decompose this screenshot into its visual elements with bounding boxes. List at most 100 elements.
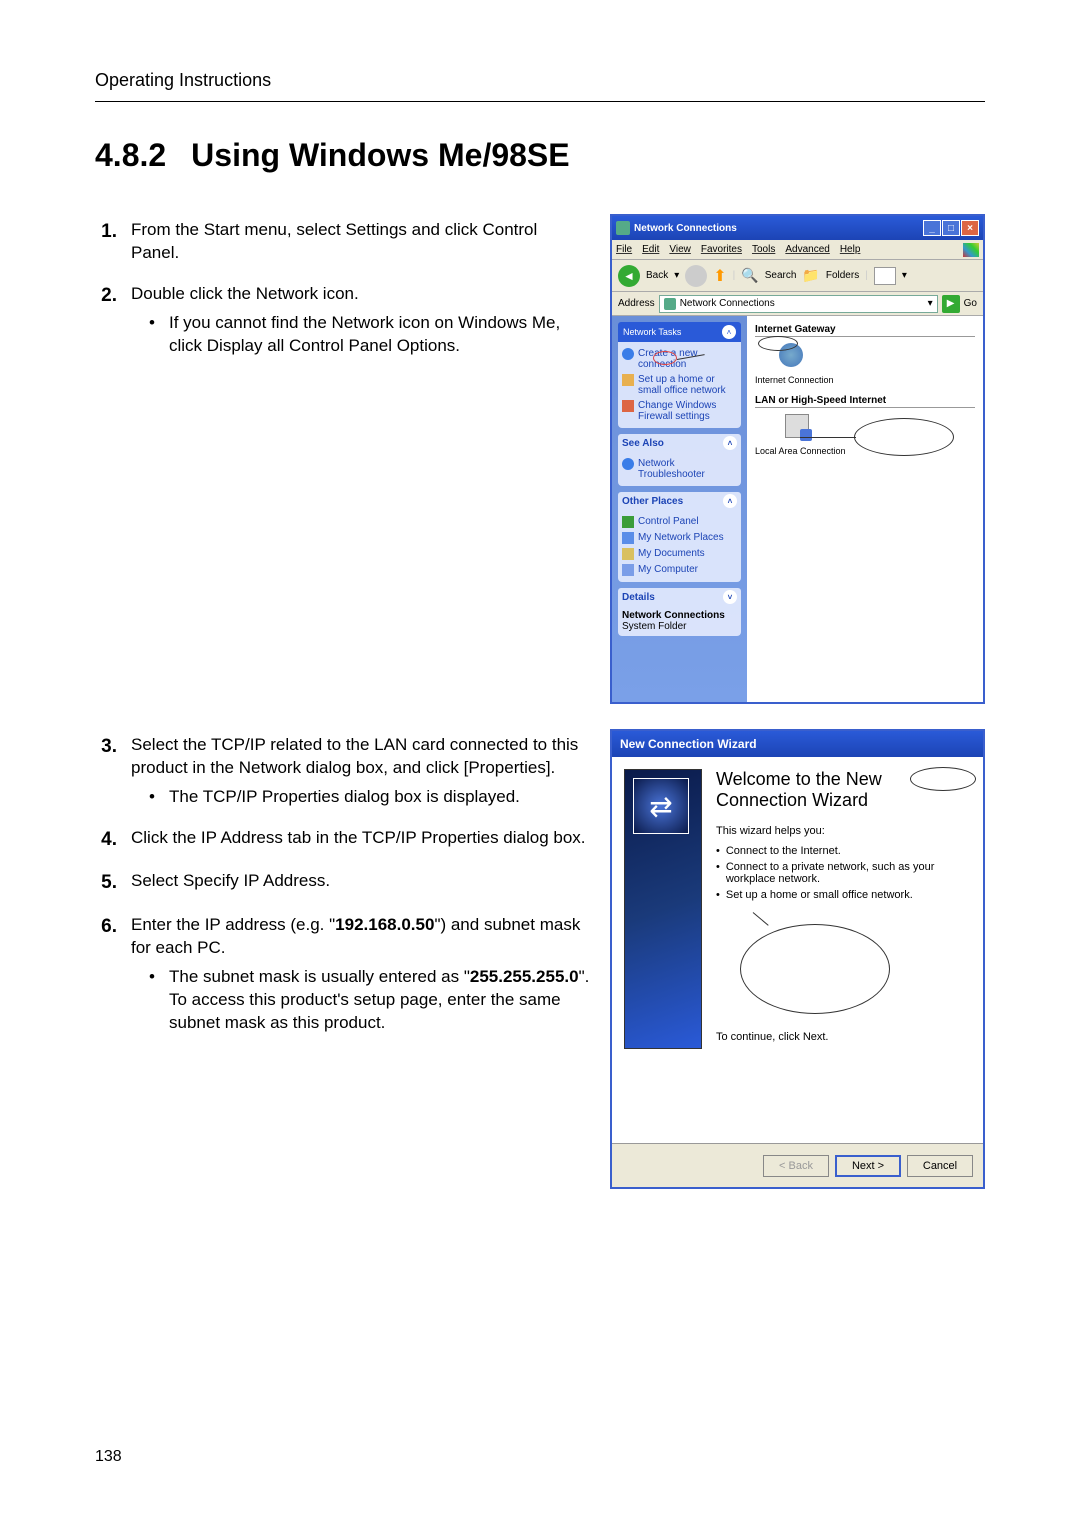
back-chevron-icon[interactable]: ▾: [674, 270, 679, 281]
running-header: Operating Instructions: [95, 70, 985, 91]
search-icon[interactable]: 🔍: [741, 267, 758, 284]
nc-app-icon: [616, 221, 630, 235]
step-body: From the Start menu, select Settings and…: [131, 219, 590, 265]
menu-file[interactable]: File: [616, 244, 632, 255]
network-places-icon: [622, 532, 634, 544]
wizard-graphic: ⇄: [624, 769, 702, 1049]
step-num: 3.: [95, 734, 131, 809]
panel-title: Details: [622, 592, 655, 603]
panel-other-items: Control Panel My Network Places My Docum…: [618, 510, 741, 582]
search-label[interactable]: Search: [765, 270, 797, 281]
other-control-panel[interactable]: Control Panel: [622, 514, 737, 530]
up-icon[interactable]: ⬆: [713, 266, 726, 286]
shield-icon: [622, 400, 634, 412]
panel-tasks-header[interactable]: Network Tasks ˄: [618, 322, 741, 342]
row-2: 3. Select the TCP/IP related to the LAN …: [95, 729, 985, 1189]
menu-view[interactable]: View: [669, 244, 691, 255]
menu-advanced[interactable]: Advanced: [785, 244, 829, 255]
folders-icon[interactable]: 📁: [802, 267, 819, 284]
step-num: 2.: [95, 283, 131, 358]
chevron-up-icon[interactable]: ˄: [723, 436, 737, 450]
back-label[interactable]: Back: [646, 270, 668, 281]
panel-title: Other Places: [622, 496, 683, 507]
views-icon[interactable]: [874, 267, 896, 285]
page-number: 138: [95, 1448, 122, 1466]
back-icon[interactable]: ◄: [618, 265, 640, 287]
figure-wizard: New Connection Wizard ⇄ Welcome to the N…: [610, 729, 985, 1189]
header-rule: [95, 101, 985, 102]
views-chevron-icon[interactable]: ▾: [902, 270, 907, 281]
instructions-top: 1. From the Start menu, select Settings …: [95, 214, 590, 704]
panel-other: Other Places ˄ Control Panel My Network P…: [618, 492, 741, 582]
nc-titlebar: Network Connections _ □ ×: [612, 216, 983, 240]
windows-flag-icon: [963, 243, 979, 257]
globe-icon: [622, 348, 634, 360]
group-internet-gateway: Internet Gateway: [755, 324, 975, 337]
menu-help[interactable]: Help: [840, 244, 861, 255]
bullet: • The TCP/IP Properties dialog box is di…: [131, 786, 590, 809]
other-computer[interactable]: My Computer: [622, 562, 737, 578]
item-label: Network Troubleshooter: [638, 458, 737, 480]
other-documents[interactable]: My Documents: [622, 546, 737, 562]
details-type: System Folder: [622, 621, 737, 632]
wizard-buttons: < Back Next > Cancel: [612, 1143, 983, 1187]
step-6: 6. Enter the IP address (e.g. "192.168.0…: [95, 914, 590, 1035]
chevron-up-icon[interactable]: ˄: [722, 325, 736, 339]
panel-title: Network Tasks: [623, 327, 681, 337]
wizard-bullet: •Set up a home or small office network.: [716, 889, 971, 901]
item-label: My Documents: [638, 548, 705, 560]
step-body: Select Specify IP Address.: [131, 870, 590, 896]
chevron-down-icon[interactable]: ˅: [723, 590, 737, 604]
conn-lan[interactable]: Local Area Connection: [755, 414, 846, 456]
other-network-places[interactable]: My Network Places: [622, 530, 737, 546]
forward-icon[interactable]: [685, 265, 707, 287]
group-lan: LAN or High-Speed Internet: [755, 395, 975, 408]
conn-label: Internet Connection: [755, 375, 834, 385]
panel-details-header[interactable]: Details ˅: [618, 588, 741, 606]
figure-network-connections: Network Connections _ □ × File Edit View…: [610, 214, 985, 704]
nc-sidebar: Network Tasks ˄ Create a new connection …: [612, 316, 747, 702]
address-input[interactable]: Network Connections ▾: [659, 295, 938, 313]
step-num: 5.: [95, 870, 131, 896]
panel-seealso: See Also˄ Network Troubleshooter: [618, 434, 741, 486]
minimize-icon[interactable]: _: [923, 220, 941, 236]
go-label[interactable]: Go: [964, 298, 977, 309]
task-firewall[interactable]: Change Windows Firewall settings: [622, 398, 737, 424]
bullet-dot: •: [149, 312, 169, 358]
item-label: My Computer: [638, 564, 698, 576]
maximize-icon[interactable]: □: [942, 220, 960, 236]
address-chevron-icon[interactable]: ▾: [928, 298, 933, 309]
step-num: 6.: [95, 914, 131, 1035]
step-2: 2. Double click the Network icon. • If y…: [95, 283, 590, 358]
panel-details: Details˅ Network Connections System Fold…: [618, 588, 741, 636]
documents-icon: [622, 548, 634, 560]
next-button[interactable]: Next >: [835, 1155, 901, 1177]
menu-favorites[interactable]: Favorites: [701, 244, 742, 255]
chevron-up-icon[interactable]: ˄: [723, 494, 737, 508]
callout-oval: [854, 418, 954, 456]
folders-label[interactable]: Folders: [826, 270, 859, 281]
step-4: 4. Click the IP Address tab in the TCP/I…: [95, 827, 590, 853]
conn-label: Local Area Connection: [755, 446, 846, 456]
lan-icon: [785, 414, 809, 438]
close-icon[interactable]: ×: [961, 220, 979, 236]
go-icon[interactable]: ▶: [942, 295, 960, 313]
row-1: 1. From the Start menu, select Settings …: [95, 214, 985, 704]
nc-window-buttons: _ □ ×: [923, 220, 979, 236]
network-icon: [622, 374, 634, 386]
panel-other-header[interactable]: Other Places ˄: [618, 492, 741, 510]
menu-edit[interactable]: Edit: [642, 244, 659, 255]
panel-tasks-items: Create a new connection Set up a home or…: [618, 342, 741, 428]
step-body: Click the IP Address tab in the TCP/IP P…: [131, 827, 590, 853]
cancel-button[interactable]: Cancel: [907, 1155, 973, 1177]
control-panel-icon: [622, 516, 634, 528]
seealso-troubleshooter[interactable]: Network Troubleshooter: [622, 456, 737, 482]
menu-tools[interactable]: Tools: [752, 244, 775, 255]
address-label: Address: [618, 298, 655, 309]
callout-line: [800, 437, 856, 438]
back-button[interactable]: < Back: [763, 1155, 829, 1177]
panel-seealso-header[interactable]: See Also˄: [618, 434, 741, 452]
task-setup-network[interactable]: Set up a home or small office network: [622, 372, 737, 398]
computer-icon: [622, 564, 634, 576]
step-num: 4.: [95, 827, 131, 853]
